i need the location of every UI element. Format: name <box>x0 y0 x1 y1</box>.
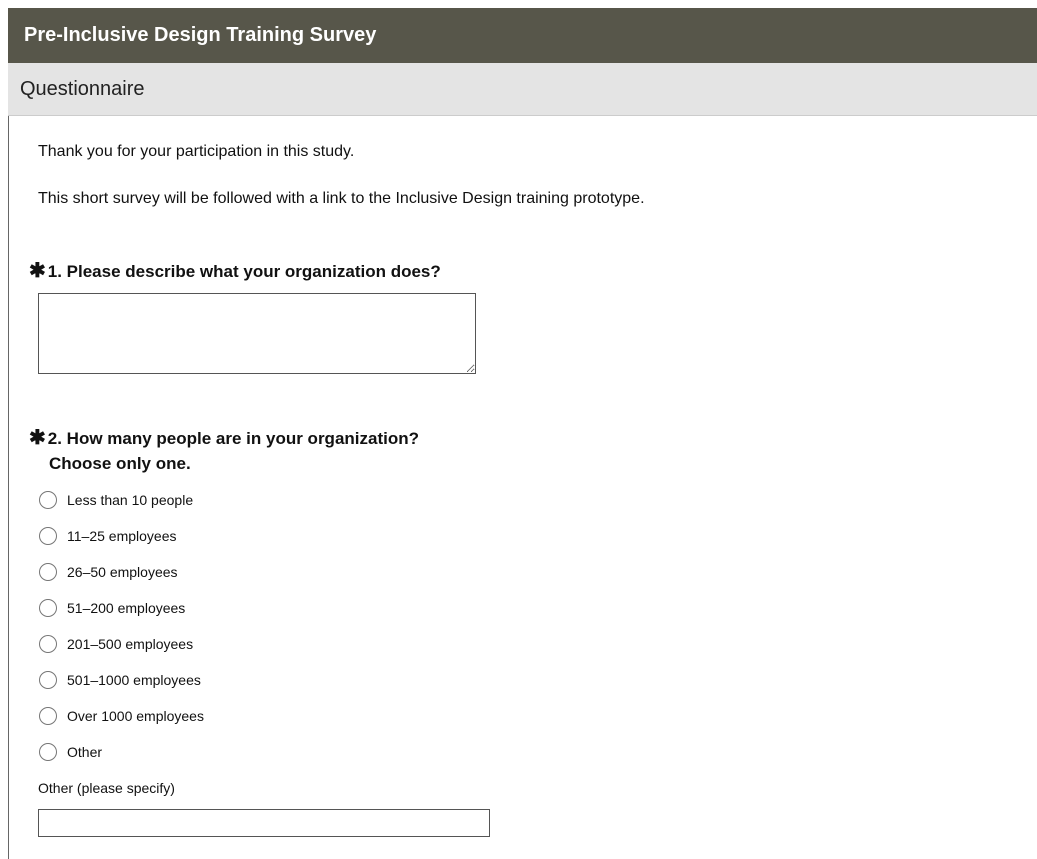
radio-button[interactable] <box>39 491 57 509</box>
option-label: Less than 10 people <box>67 492 194 508</box>
section-title: Questionnaire <box>8 63 1037 116</box>
option-label: Other <box>67 744 103 760</box>
question-label: 1. Please describe what your organizatio… <box>47 262 441 281</box>
option[interactable]: 501–1000 employees <box>39 670 201 690</box>
option[interactable]: 26–50 employees <box>39 562 178 582</box>
required-star: ✱ <box>29 427 46 449</box>
radio-button[interactable] <box>39 599 57 617</box>
option-label: 11–25 employees <box>67 528 177 544</box>
radio-button[interactable] <box>39 671 57 689</box>
question: ✱ 1. Please describe what your organizati… <box>29 258 441 283</box>
option-label: Over 1000 employees <box>67 708 204 724</box>
radio-button[interactable] <box>39 635 57 653</box>
option[interactable]: 11–25 employees <box>39 526 176 546</box>
radio-button[interactable] <box>39 707 57 725</box>
option[interactable]: Less than 10 people <box>39 490 193 510</box>
option[interactable]: Other <box>39 742 102 762</box>
option-label: 51–200 employees <box>67 600 186 616</box>
radio-button[interactable] <box>39 563 57 581</box>
answer-textarea[interactable] <box>38 293 476 374</box>
required-star: ✱ <box>29 260 46 282</box>
option[interactable]: Over 1000 employees <box>39 706 204 726</box>
header-title: Pre-Inclusive Design Training Survey <box>8 8 1037 63</box>
option-label: 501–1000 employees <box>67 672 201 688</box>
survey-body: Thank you for your participation in this… <box>8 116 1037 859</box>
option-label: 201–500 employees <box>67 636 194 652</box>
other-input[interactable] <box>38 809 490 837</box>
other-label: Other (please specify) <box>38 780 175 796</box>
option[interactable]: 51–200 employees <box>39 598 185 618</box>
question: ✱ 2. How many people are in your organiza… <box>29 425 419 450</box>
radio-button[interactable] <box>39 743 57 761</box>
question-instruction: Choose only one. <box>49 454 191 473</box>
intro-text: This short survey will be followed with … <box>38 190 645 207</box>
radio-button[interactable] <box>39 527 57 545</box>
question-label: 2. How many people are in your organizat… <box>47 429 419 448</box>
option[interactable]: 201–500 employees <box>39 634 193 654</box>
option-label: 26–50 employees <box>67 564 178 580</box>
intro-text: Thank you for your participation in this… <box>38 143 355 160</box>
